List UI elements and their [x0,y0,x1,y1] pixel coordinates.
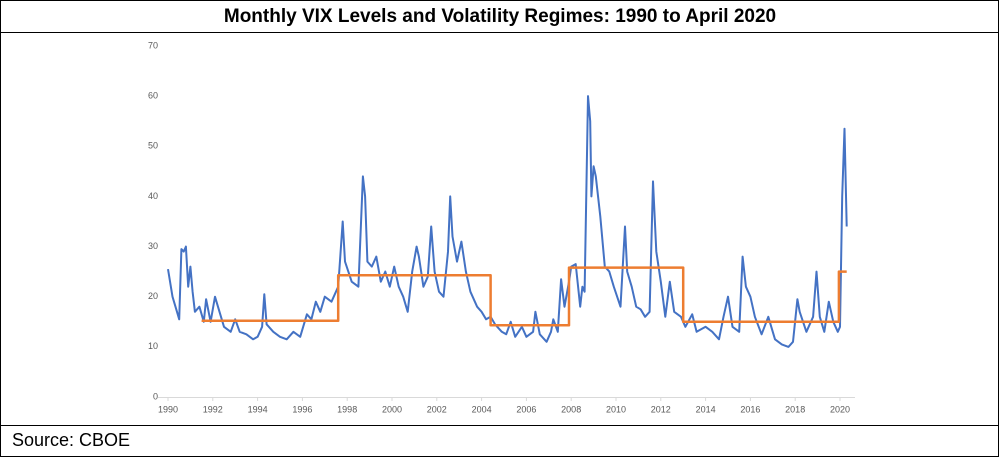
x-tick-label: 2000 [382,404,402,414]
series-line [201,266,847,327]
x-tick-label: 2020 [830,404,850,414]
y-tick-label: 40 [148,191,158,201]
y-tick-label: 20 [148,291,158,301]
x-tick-label: 2010 [606,404,626,414]
x-tick-label: 1998 [337,404,357,414]
x-tick-label: 1992 [203,404,223,414]
x-tick-label: 1994 [248,404,268,414]
x-tick-label: 2012 [651,404,671,414]
x-tick-label: 2006 [516,404,536,414]
x-tick-label: 2014 [696,404,716,414]
chart-title: Monthly VIX Levels and Volatility Regime… [224,6,776,27]
y-tick-label: 50 [148,141,158,151]
x-tick-label: 1990 [158,404,178,414]
x-tick-label: 2016 [740,404,760,414]
source: Source: CBOE [12,430,130,450]
y-tick-label: 10 [148,341,158,351]
y-tick-label: 30 [148,241,158,251]
x-tick-label: 1996 [292,404,312,414]
x-tick-label: 2018 [785,404,805,414]
y-tick-label: 60 [148,91,158,101]
plot-area: 0 10 20 30 40 50 60 70 1990 1992 1994 1996 1998 2000 2… [148,40,855,414]
series-line [167,95,848,348]
x-tick-label: 2004 [472,404,492,414]
y-tick-label: 0 [153,391,158,401]
y-tick-label: 70 [148,40,158,50]
x-tick-label: 2002 [427,404,447,414]
x-tick-label: 2008 [561,404,581,414]
